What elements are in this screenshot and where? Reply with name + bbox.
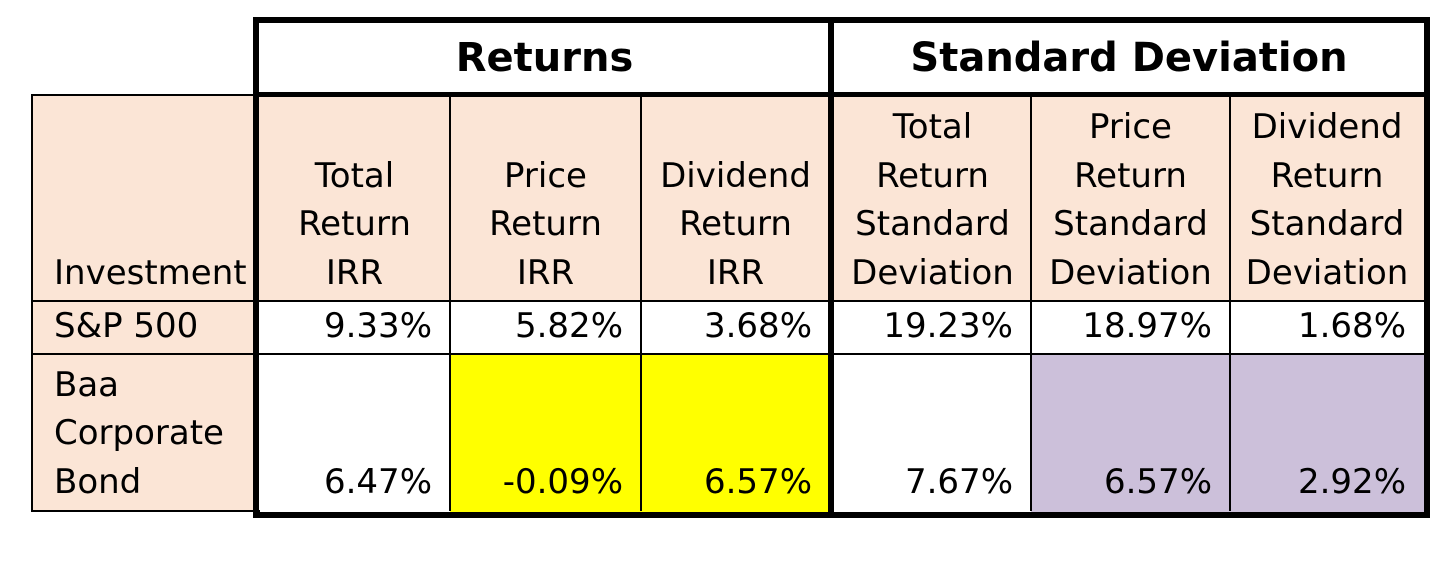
header-investment: Investment — [32, 95, 259, 301]
thick-border — [828, 17, 834, 518]
grid-line — [1030, 95, 1032, 511]
baa-price-return-irr: -0.09% — [450, 354, 641, 512]
thick-border — [253, 17, 259, 518]
grid-line — [31, 94, 33, 512]
baa-dividend-return-irr: 6.57% — [641, 354, 830, 512]
sp500-dividend-return-irr: 3.68% — [641, 301, 830, 354]
returns-group-title: Returns — [455, 35, 634, 81]
thick-border — [1424, 17, 1430, 518]
header-dividend-return-irr: Dividend Return IRR — [641, 95, 830, 301]
grid-line — [449, 95, 451, 511]
grid-line — [32, 353, 1424, 355]
sp500-total-return-sd: 19.23% — [834, 301, 1031, 354]
row-label-sp500: S&P 500 — [32, 301, 259, 354]
grid-line — [32, 300, 1424, 302]
sp500-price-return-irr: 5.82% — [450, 301, 641, 354]
grid-line — [640, 95, 642, 511]
baa-price-return-sd: 6.57% — [1031, 354, 1230, 512]
sp500-dividend-return-sd: 1.68% — [1230, 301, 1424, 354]
sp500-price-return-sd: 18.97% — [1031, 301, 1230, 354]
header-price-return-standard-deviation: Price Return Standard Deviation — [1031, 95, 1230, 301]
header-total-return-irr: Total Return IRR — [259, 95, 450, 301]
grid-line — [32, 510, 260, 512]
thick-border — [253, 92, 1430, 97]
baa-dividend-return-sd: 2.92% — [1230, 354, 1424, 512]
thick-border — [253, 17, 1430, 23]
grid-line — [32, 94, 260, 96]
baa-total-return-irr: 6.47% — [259, 354, 450, 512]
header-price-return-irr: Price Return IRR — [450, 95, 641, 301]
standard-deviation-group-title: Standard Deviation — [910, 35, 1348, 81]
grid-line — [1229, 95, 1231, 511]
sp500-total-return-irr: 9.33% — [259, 301, 450, 354]
row-label-baa-corporate-bond: Baa Corporate Bond — [32, 354, 259, 512]
thick-border — [253, 512, 1430, 518]
header-total-return-standard-deviation: Total Return Standard Deviation — [834, 95, 1031, 301]
header-dividend-return-standard-deviation: Dividend Return Standard Deviation — [1230, 95, 1424, 301]
baa-total-return-sd: 7.67% — [834, 354, 1031, 512]
